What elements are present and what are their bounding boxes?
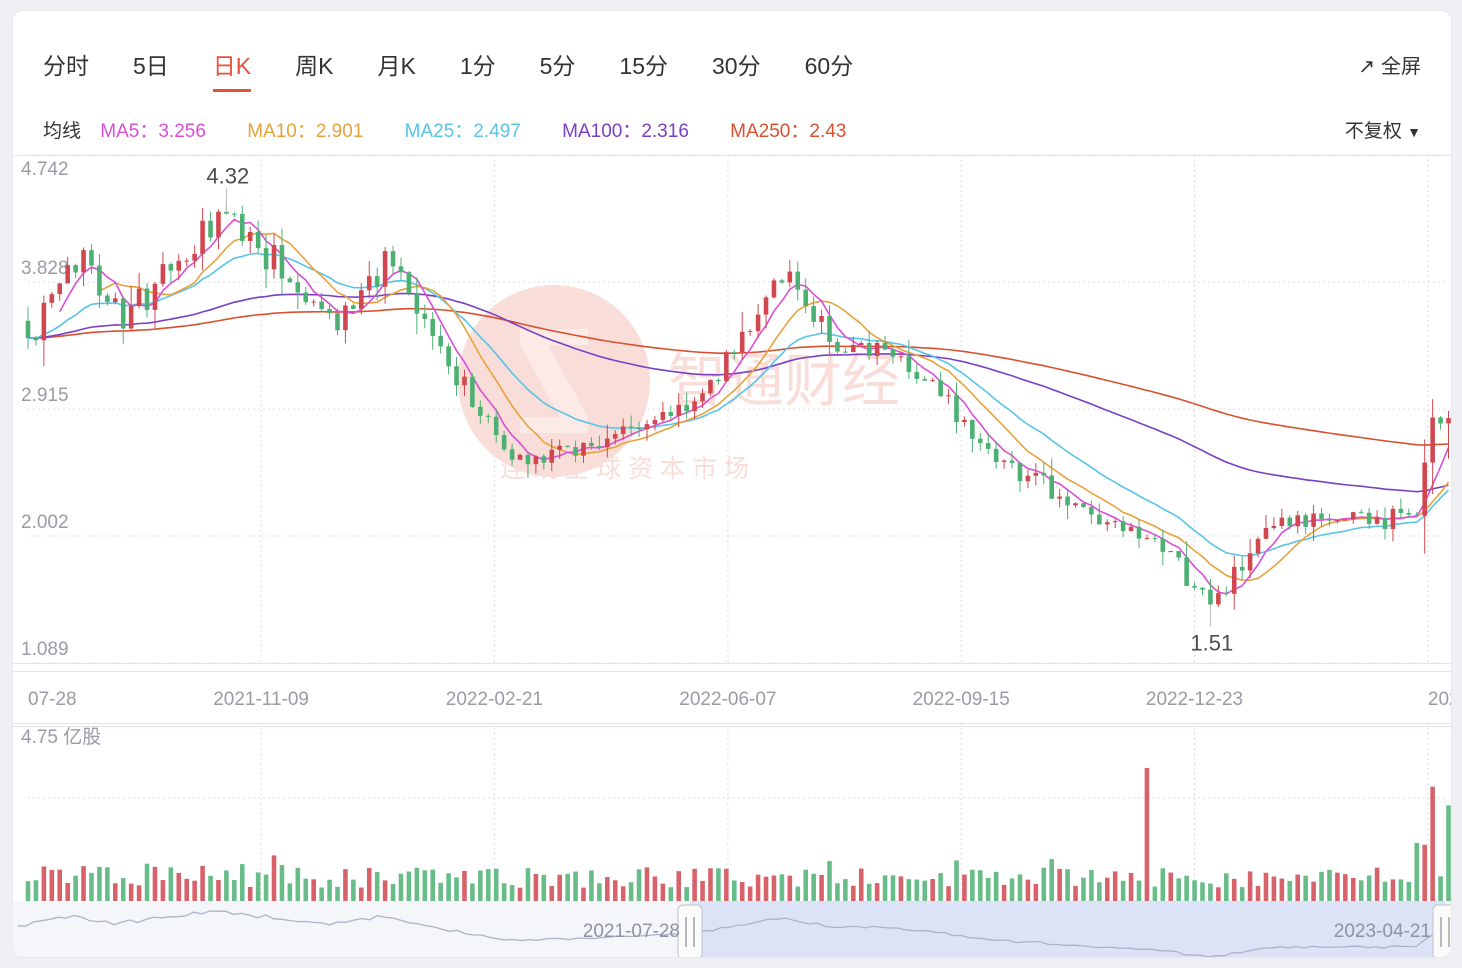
svg-text:2021-11-09: 2021-11-09 [213, 689, 309, 710]
svg-text:2022-09-15: 2022-09-15 [913, 689, 1010, 710]
svg-text:1.089: 1.089 [21, 639, 69, 660]
svg-text:2022-12-23: 2022-12-23 [1146, 689, 1243, 710]
svg-text:1.51: 1.51 [1190, 630, 1233, 655]
svg-text:4.742: 4.742 [21, 159, 69, 180]
svg-text:2.915: 2.915 [21, 385, 69, 406]
svg-text:2023-04-21: 2023-04-21 [1334, 921, 1431, 942]
svg-text:4.75 亿股: 4.75 亿股 [21, 726, 101, 748]
svg-text:2023-04: 2023-04 [1428, 689, 1452, 710]
svg-text:07-28: 07-28 [28, 689, 77, 710]
svg-text:2022-06-07: 2022-06-07 [679, 689, 776, 710]
svg-text:2022-02-21: 2022-02-21 [446, 689, 543, 710]
svg-text:2.002: 2.002 [21, 512, 69, 533]
svg-text:4.32: 4.32 [206, 164, 249, 189]
svg-text:2021-07-28: 2021-07-28 [583, 921, 680, 942]
svg-text:连线全球资本市场: 连线全球资本市场 [500, 455, 756, 483]
svg-text:3.828: 3.828 [21, 258, 69, 279]
